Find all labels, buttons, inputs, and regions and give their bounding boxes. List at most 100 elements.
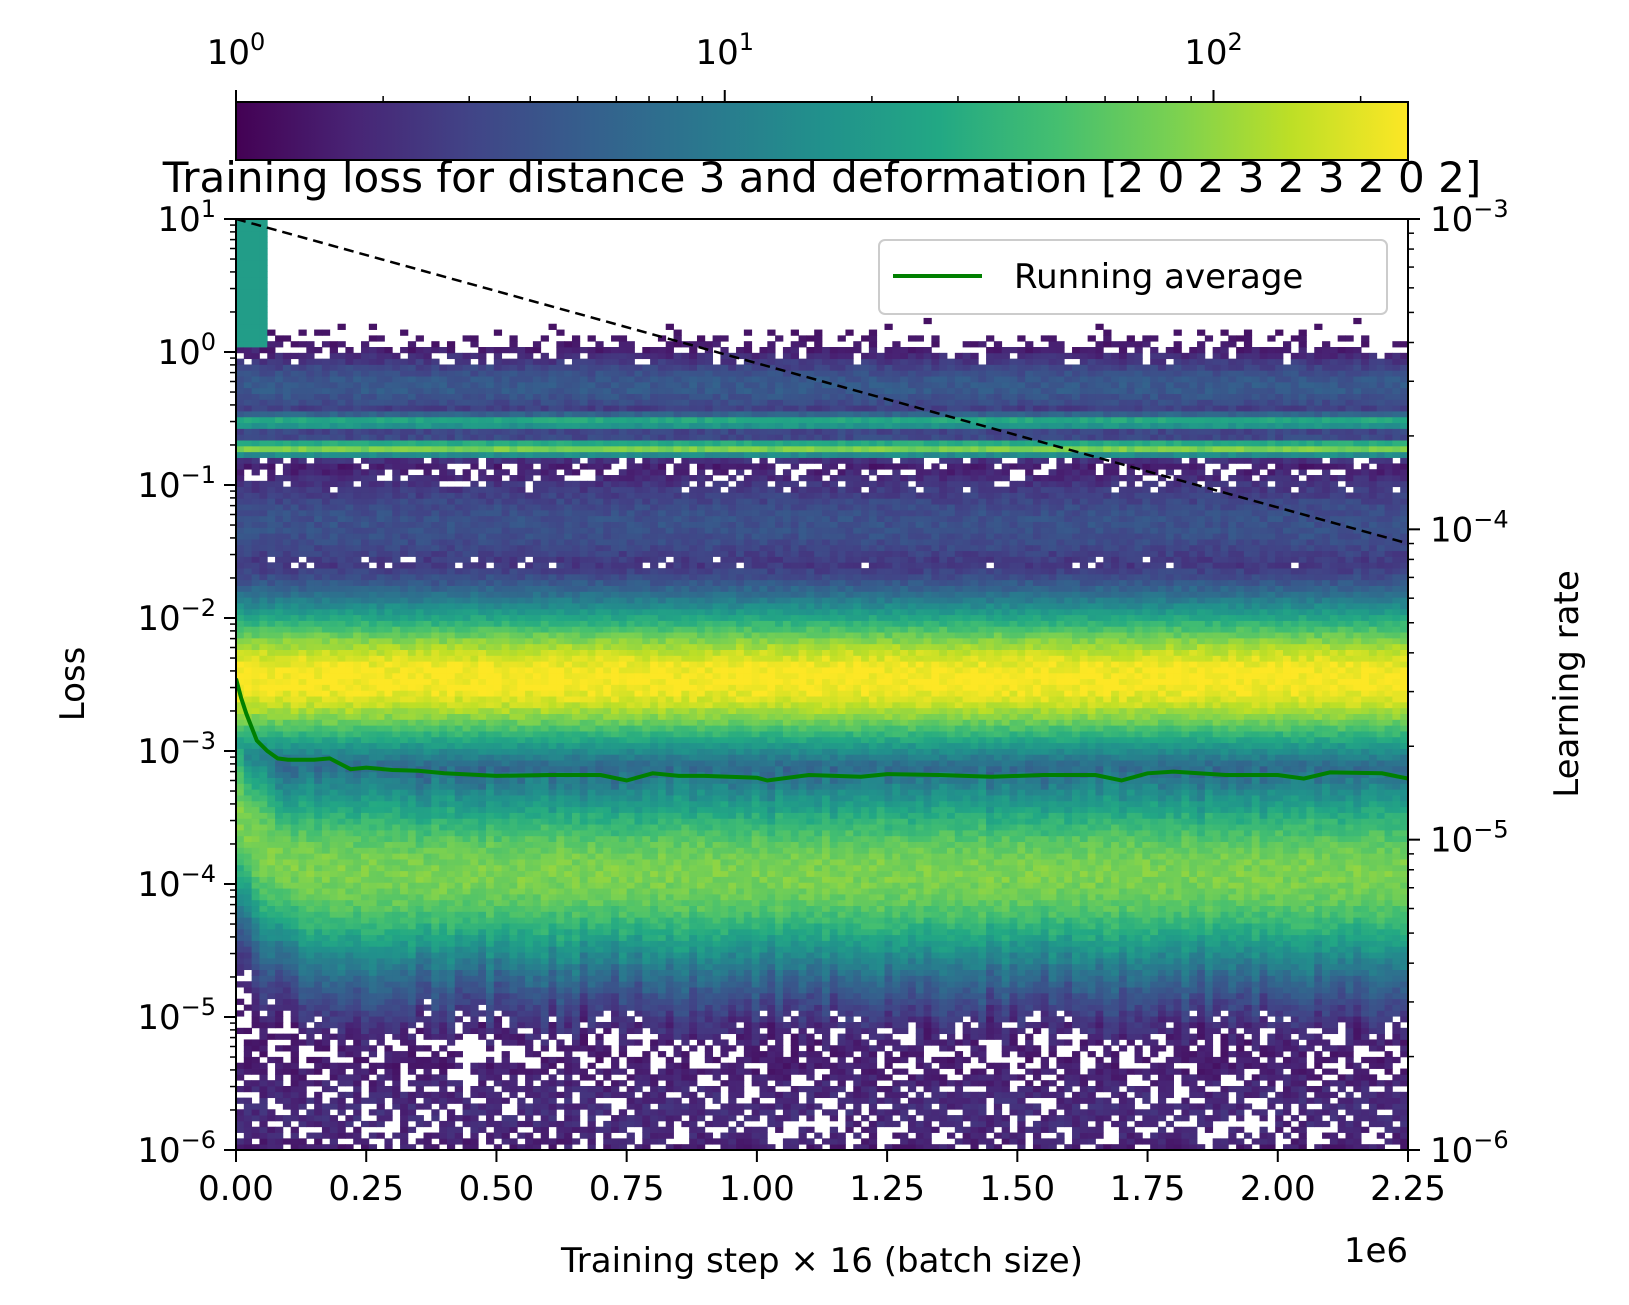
heatmap-cell: [259, 341, 268, 348]
heatmap-cell: [236, 323, 245, 330]
heatmap-cell: [446, 859, 456, 866]
heatmap-cell: [423, 381, 432, 389]
heatmap-cell: [423, 451, 432, 458]
heatmap-cell: [446, 1004, 456, 1011]
heatmap-cell: [415, 475, 424, 482]
heatmap-cell: [298, 568, 307, 575]
heatmap-cell: [329, 364, 338, 371]
heatmap-cell: [329, 393, 338, 400]
heatmap-cell: [501, 457, 510, 464]
heatmap-cell: [462, 381, 471, 389]
heatmap-cell: [462, 998, 471, 1005]
heatmap-cell: [353, 614, 362, 621]
heatmap-cell: [267, 661, 276, 668]
heatmap-cell: [384, 486, 393, 493]
heatmap-cell: [251, 777, 260, 784]
heatmap-cell: [275, 684, 284, 691]
heatmap-cell: [236, 533, 245, 540]
heatmap-cell: [368, 626, 378, 633]
heatmap-cell: [446, 637, 456, 645]
heatmap-cell: [329, 981, 338, 988]
heatmap-cell: [407, 952, 417, 959]
heatmap-cell: [407, 358, 417, 365]
heatmap-cell: [454, 841, 463, 848]
heatmap-cell: [478, 876, 487, 883]
heatmap-cell: [423, 946, 432, 953]
heatmap-cell: [236, 905, 245, 912]
heatmap-cell: [267, 765, 276, 773]
heatmap-cell: [275, 614, 284, 621]
heatmap-cell: [478, 498, 487, 505]
heatmap-cell: [517, 399, 526, 406]
heatmap-cell: [329, 405, 338, 412]
heatmap-cell: [329, 678, 338, 685]
heatmap-cell: [368, 963, 378, 971]
heatmap-cell: [501, 917, 510, 924]
heatmap-cell: [501, 364, 510, 371]
heatmap-cell: [368, 480, 378, 488]
heatmap-cell: [454, 748, 463, 755]
heatmap-cell: [236, 765, 245, 773]
heatmap-cell: [251, 370, 260, 377]
heatmap-cell: [486, 405, 495, 412]
heatmap-cell: [439, 957, 448, 965]
heatmap-cell: [361, 1097, 370, 1104]
heatmap-cell: [329, 713, 338, 720]
heatmap-cell: [290, 1021, 299, 1029]
heatmap-cell: [470, 696, 479, 703]
heatmap-cell: [361, 486, 370, 493]
heatmap-cell: [345, 742, 354, 749]
heatmap-cell: [290, 1091, 299, 1099]
heatmap-cell: [282, 556, 292, 563]
heatmap-cell: [282, 888, 292, 895]
heatmap-cell: [501, 899, 510, 907]
heatmap-cell: [407, 562, 417, 569]
heatmap-cell: [486, 829, 495, 837]
heatmap-cell: [321, 829, 331, 837]
heatmap-cell: [501, 393, 510, 400]
heatmap-cell: [259, 381, 268, 389]
heatmap-cell: [368, 754, 378, 761]
heatmap-cell: [275, 399, 284, 406]
heatmap-cell: [298, 981, 307, 988]
heatmap-cell: [376, 987, 385, 994]
heatmap-cell: [509, 859, 518, 866]
heatmap-cell: [400, 812, 409, 819]
heatmap-cell: [392, 1132, 401, 1139]
heatmap-cell: [368, 800, 378, 808]
heatmap-cell: [454, 626, 463, 633]
heatmap-cell: [446, 585, 456, 592]
heatmap-cell: [454, 835, 463, 843]
heatmap-cell: [243, 1051, 253, 1058]
heatmap-cell: [329, 707, 338, 714]
heatmap-cell: [236, 1120, 245, 1128]
heatmap-cell: [337, 480, 346, 488]
heatmap-cell: [384, 515, 393, 522]
heatmap-cell: [431, 795, 440, 802]
heatmap-cell: [439, 1138, 448, 1145]
heatmap-cell: [267, 864, 276, 872]
heatmap-cell: [259, 771, 268, 778]
heatmap-cell: [384, 405, 393, 412]
heatmap-cell: [423, 1132, 432, 1139]
heatmap-cell: [431, 1016, 440, 1023]
heatmap-cell: [236, 824, 245, 831]
heatmap-cell: [267, 789, 276, 796]
heatmap-cell: [314, 399, 323, 406]
heatmap-cell: [314, 1068, 323, 1075]
heatmap-cell: [290, 1062, 299, 1069]
heatmap-cell: [439, 783, 448, 790]
heatmap-cell: [259, 248, 268, 255]
heatmap-cell: [400, 492, 409, 499]
heatmap-cell: [400, 457, 409, 464]
heatmap-cell: [329, 457, 338, 464]
heatmap-cell: [384, 812, 393, 819]
heatmap-cell: [478, 492, 487, 499]
heatmap-cell: [275, 905, 284, 912]
heatmap-cell: [337, 358, 346, 365]
heatmap-cell: [446, 504, 456, 511]
heatmap-cell: [392, 667, 401, 674]
heatmap-cell: [353, 352, 362, 360]
heatmap-cell: [462, 754, 471, 761]
heatmap-cell: [454, 381, 463, 389]
